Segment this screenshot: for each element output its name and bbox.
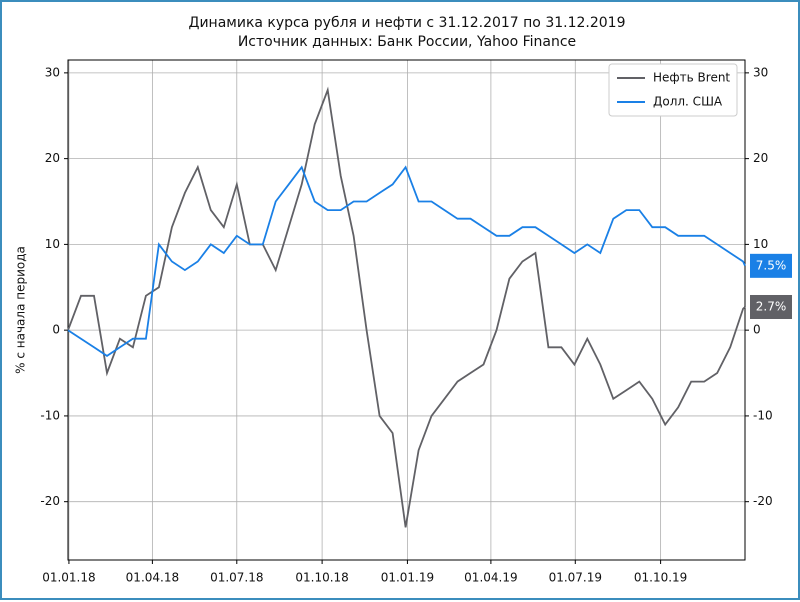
chart-subtitle: Источник данных: Банк России, Yahoo Fina… bbox=[238, 34, 576, 50]
x-tick-label: 01.07.18 bbox=[210, 571, 263, 585]
y-tick-label: 30 bbox=[45, 65, 60, 79]
y-axis-label: % с начала периода bbox=[14, 246, 28, 374]
y2-tick-label: 10 bbox=[753, 237, 768, 251]
y-tick-label: 20 bbox=[45, 151, 60, 165]
y2-tick-label: 0 bbox=[753, 323, 761, 337]
plot-frame bbox=[67, 59, 746, 561]
x-tick-label: 01.01.19 bbox=[381, 571, 434, 585]
y2-tick-label: 30 bbox=[753, 65, 768, 79]
y-tick-label: -20 bbox=[40, 494, 60, 508]
x-tick-label: 01.04.18 bbox=[126, 571, 179, 585]
series-line bbox=[67, 86, 746, 528]
x-tick-label: 01.07.19 bbox=[549, 571, 602, 585]
x-tick-label: 01.10.18 bbox=[295, 571, 348, 585]
y2-tick-label: -10 bbox=[753, 408, 773, 422]
end-badge bbox=[750, 253, 792, 278]
end-label: 2.7% bbox=[756, 299, 787, 313]
legend-label: Нефть Brent bbox=[653, 71, 730, 85]
end-label: 7.5% bbox=[756, 258, 787, 272]
y2-tick-label: -20 bbox=[753, 494, 773, 508]
y-tick-label: -10 bbox=[40, 408, 60, 422]
x-tick-label: 01.04.19 bbox=[464, 571, 517, 585]
end-badge bbox=[750, 294, 792, 319]
y2-tick-label: 20 bbox=[753, 151, 768, 165]
x-tick-label: 01.10.19 bbox=[634, 571, 687, 585]
series-line bbox=[67, 165, 746, 357]
y-tick-label: 10 bbox=[45, 237, 60, 251]
y-tick-label: 0 bbox=[52, 323, 60, 337]
chart-title: Динамика курса рубля и нефти с 31.12.201… bbox=[189, 15, 626, 31]
legend-label: Долл. США bbox=[653, 95, 723, 109]
x-tick-label: 01.01.18 bbox=[42, 571, 95, 585]
